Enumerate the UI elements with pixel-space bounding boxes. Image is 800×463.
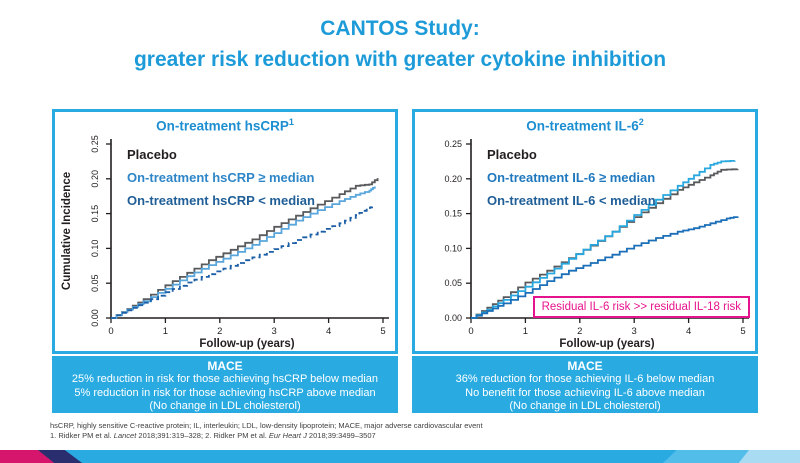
svg-text:0: 0: [108, 326, 113, 337]
legend-hscrp: Placebo On-treatment hsCRP ≥ median On-t…: [127, 143, 315, 212]
footnote-abbreviations: hsCRP, highly sensitive C-reactive prote…: [50, 421, 483, 430]
svg-text:Follow-up (years): Follow-up (years): [559, 338, 654, 350]
banner-title: MACE: [567, 359, 603, 373]
legend-item-hscrp-lt-median: On-treatment hsCRP < median: [127, 193, 315, 208]
svg-text:0.25: 0.25: [444, 139, 462, 149]
svg-text:0.10: 0.10: [90, 240, 100, 258]
slide-title: CANTOS Study: greater risk reduction wit…: [0, 13, 800, 75]
svg-text:1: 1: [163, 326, 168, 337]
svg-text:5: 5: [740, 326, 745, 337]
banner-line: (No change in LDL cholesterol): [149, 400, 301, 412]
svg-text:Follow-up (years): Follow-up (years): [199, 338, 294, 350]
chart-title-hscrp: On-treatment hsCRP1: [55, 117, 395, 134]
svg-text:0: 0: [468, 326, 473, 337]
panel-il6: On-treatment IL-62 Placebo On-treatment …: [412, 109, 758, 413]
legend-item-hscrp-ge-median: On-treatment hsCRP ≥ median: [127, 170, 315, 185]
journal-name: Lancet: [113, 431, 137, 440]
svg-text:0.00: 0.00: [444, 313, 462, 323]
banner-title: MACE: [207, 359, 243, 373]
svg-text:0.00: 0.00: [90, 309, 100, 327]
svg-text:3: 3: [272, 326, 277, 337]
chart-box-hscrp: On-treatment hsCRP1 Placebo On-treatment…: [52, 109, 398, 354]
svg-text:0.20: 0.20: [444, 174, 462, 184]
chart-title-il6: On-treatment IL-62: [415, 117, 755, 134]
legend-item-placebo: Placebo: [487, 147, 537, 162]
incidence-chart-hscrp: 0.00 0.05 0.10 0.15 0.20 0.25 0 1 2 3 4 5 Follow-up …: [61, 135, 389, 350]
banner-line: 36% reduction for those achieving IL-6 b…: [455, 373, 715, 385]
svg-text:3: 3: [632, 326, 637, 337]
residual-risk-annotation: Residual IL-6 risk >> residual IL-18 ris…: [532, 296, 750, 318]
legend-item-placebo: Placebo: [127, 147, 177, 162]
svg-text:1: 1: [523, 326, 528, 337]
footnote-references: 1. Ridker PM et al. Lancet 2018;391:319–…: [50, 431, 483, 441]
reference-text: 1. Ridker PM et al.: [50, 431, 114, 440]
svg-text:0.25: 0.25: [90, 135, 100, 153]
svg-text:2: 2: [217, 326, 222, 337]
banner-line: 5% reduction in risk for those achieving…: [74, 386, 376, 399]
slide-title-line1: CANTOS Study:: [320, 17, 480, 40]
bar-segment-light-blue: [663, 450, 749, 463]
legend-item-il6-lt-median: On-treatment IL-6 < median: [487, 193, 656, 208]
svg-text:0.20: 0.20: [90, 170, 100, 188]
chart-box-il6: On-treatment IL-62 Placebo On-treatment …: [412, 109, 758, 354]
chart-title-superscript: 1: [288, 117, 294, 127]
incidence-chart-il6: 0.00 0.05 0.10 0.15 0.20 0.25 0 1 2 3 4 5 Follow-up …: [444, 139, 749, 350]
reference-text: 2018;39:3499–3507: [306, 431, 376, 440]
legend-item-il6-ge-median: On-treatment IL-6 ≥ median: [487, 170, 656, 185]
footnote: hsCRP, highly sensitive C-reactive prote…: [50, 421, 483, 441]
banner-line: No benefit for those achieving IL-6 abov…: [465, 386, 705, 399]
journal-name: Eur Heart J: [268, 431, 307, 440]
svg-text:2: 2: [577, 326, 582, 337]
slide-title-line2: greater risk reduction with greater cyto…: [133, 48, 667, 71]
svg-text:4: 4: [326, 326, 331, 337]
svg-text:0.10: 0.10: [444, 243, 462, 253]
panel-hscrp: On-treatment hsCRP1 Placebo On-treatment…: [52, 109, 398, 413]
svg-text:0.15: 0.15: [90, 205, 100, 223]
chart-title-text: On-treatment IL-6: [526, 118, 639, 134]
legend-il6: Placebo On-treatment IL-6 ≥ median On-tr…: [487, 143, 656, 212]
svg-text:5: 5: [380, 326, 385, 337]
mace-banner-hscrp: MACE 25% reduction in risk for those ach…: [52, 356, 398, 413]
reference-text: 2018;391:319–328; 2. Ridker PM et al.: [136, 431, 269, 440]
banner-line: (No change in LDL cholesterol): [509, 400, 661, 412]
chart-title-superscript: 2: [638, 117, 644, 127]
svg-text:4: 4: [686, 326, 691, 337]
mace-banner-il6: MACE 36% reduction for those achieving I…: [412, 356, 758, 413]
bottom-decorative-bar: [0, 450, 800, 463]
svg-text:0.15: 0.15: [444, 209, 462, 219]
chart-title-text: On-treatment hsCRP: [156, 118, 289, 134]
svg-text:Cumulative Incidence: Cumulative Incidence: [61, 172, 73, 290]
slide: CANTOS Study: greater risk reduction wit…: [0, 13, 800, 463]
panels-row: On-treatment hsCRP1 Placebo On-treatment…: [52, 109, 758, 413]
banner-line: 25% reduction in risk for those achievin…: [71, 373, 379, 385]
svg-text:0.05: 0.05: [90, 274, 100, 292]
svg-text:0.05: 0.05: [444, 278, 462, 288]
